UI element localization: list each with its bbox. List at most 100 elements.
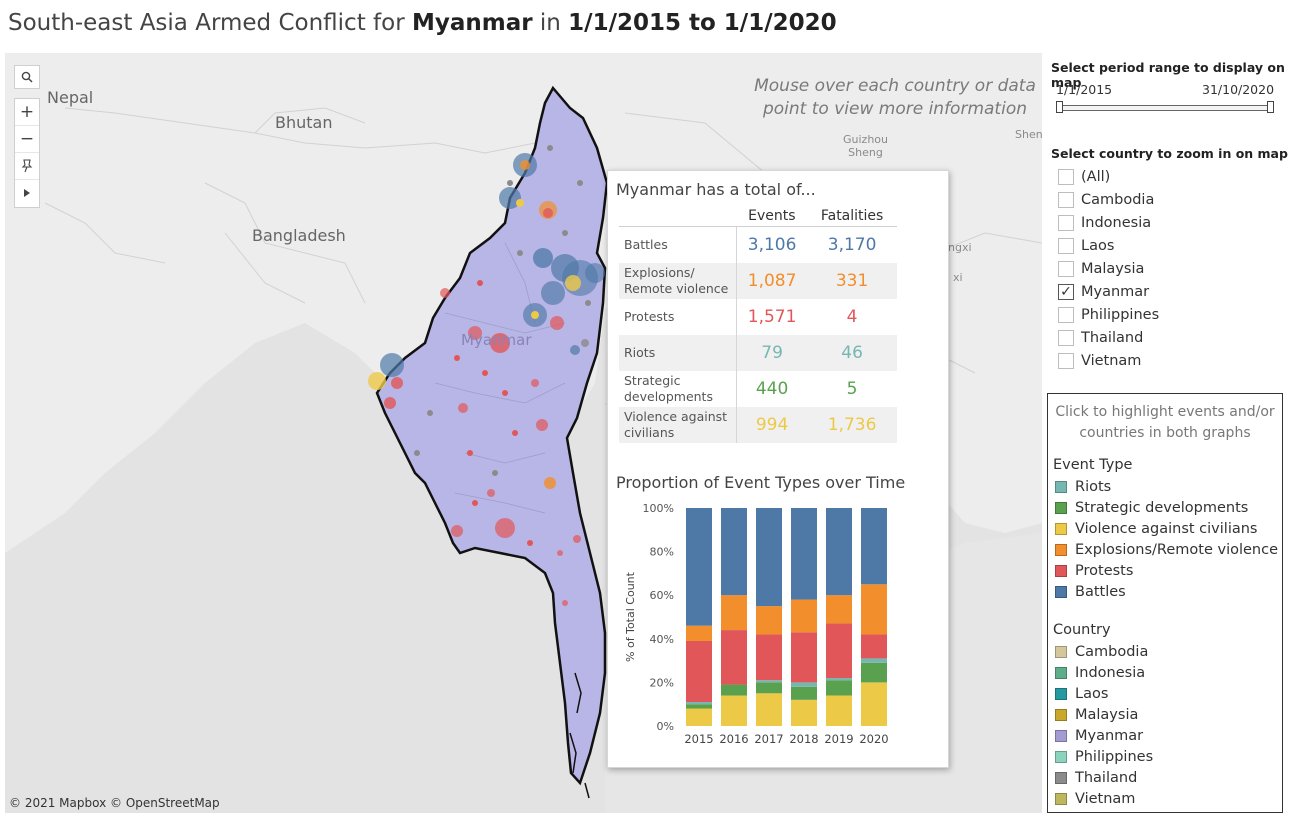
bar-segment[interactable] [756,634,782,681]
bar-segment[interactable] [756,508,782,607]
bar-segment[interactable] [756,680,782,683]
stats-header-fatalities: Fatalities [807,206,897,227]
legend-country-item[interactable]: Philippines [1055,747,1153,767]
legend-event-item[interactable]: Battles [1055,582,1126,602]
country-option[interactable]: Laos [1058,236,1114,256]
map-label-xi: xi [953,271,963,284]
stats-row-label-line2: developments [624,389,713,404]
checkbox[interactable] [1058,307,1074,323]
checkbox[interactable] [1058,330,1074,346]
legend-label: Battles [1075,584,1126,600]
stats-events-value: 79 [736,335,808,371]
pin-button[interactable] [15,153,39,180]
checkbox[interactable]: ✓ [1058,284,1074,300]
bar-segment[interactable] [861,662,887,683]
stats-fatalities-value: 1,736 [807,407,897,443]
bar-segment[interactable] [721,684,747,696]
map-attribution[interactable]: © 2021 Mapbox © OpenStreetMap [9,796,220,810]
country-option[interactable]: ✓ Myanmar [1058,282,1149,302]
bar-segment[interactable] [686,702,712,705]
checkbox[interactable] [1058,353,1074,369]
country-option[interactable]: Cambodia [1058,190,1154,210]
checkbox[interactable] [1058,215,1074,231]
stats-row[interactable]: Strategic developments 440 5 [619,371,897,407]
checkbox[interactable] [1058,261,1074,277]
bar-segment[interactable] [861,634,887,659]
bar-segment[interactable] [756,682,782,694]
legend-event-item[interactable]: Explosions/Remote violence [1055,540,1278,560]
stats-row[interactable]: Explosions/Remote violence 1,087 331 [619,263,897,299]
stats-row[interactable]: Protests 1,571 4 [619,299,897,335]
bar-segment[interactable] [861,508,887,585]
stats-row-label-line2: Remote violence [624,281,729,296]
stats-row[interactable]: Battles 3,106 3,170 [619,226,897,263]
proportion-chart[interactable]: 0% 20% 40% 60% 80% 100% % of Total Count 2015 20… [608,496,948,761]
bar-segment[interactable] [791,699,817,726]
stats-row-label: Riots [619,335,737,371]
bar-segment[interactable] [721,630,747,685]
stats-events-value: 1,087 [736,263,808,299]
play-icon [24,189,30,197]
bar-segment[interactable] [826,595,852,624]
stats-row[interactable]: Violence against civilians 994 1,736 [619,407,897,443]
country-option[interactable]: Vietnam [1058,351,1141,371]
bar-segment[interactable] [826,508,852,596]
bar-segment[interactable] [826,680,852,696]
checkbox[interactable] [1058,238,1074,254]
map-search-button[interactable] [14,65,40,89]
title-range: 1/1/2015 to 1/1/2020 [568,10,837,36]
event-bubbles[interactable] [368,145,605,606]
country-option[interactable]: Malaysia [1058,259,1144,279]
legend-country-item[interactable]: Indonesia [1055,663,1145,683]
period-filter-title: Select period range to display on map [1051,60,1285,90]
bar-segment[interactable] [826,623,852,679]
bar-segment[interactable] [686,640,712,703]
bar-segment[interactable] [756,693,782,726]
bar-segment[interactable] [861,658,887,663]
legend-event-item[interactable]: Protests [1055,561,1133,581]
legend-swatch [1055,793,1067,805]
country-option[interactable]: Thailand [1058,328,1143,348]
bar-segment[interactable] [686,625,712,641]
legend-country-item[interactable]: Thailand [1055,768,1137,788]
zoom-in-button[interactable]: + [15,99,39,126]
bar-segment[interactable] [826,695,852,726]
bar-segment[interactable] [721,508,747,596]
stats-row[interactable]: Riots 79 46 [619,335,897,371]
bar-segment[interactable] [861,682,887,726]
period-slider-end-handle[interactable] [1267,101,1274,113]
country-option[interactable]: Philippines [1058,305,1159,325]
legend-country-item[interactable]: Vietnam [1055,789,1135,809]
bar-segment[interactable] [791,682,817,687]
bar-segment[interactable] [686,508,712,626]
bar-segment[interactable] [686,708,712,726]
legend-country-item[interactable]: Laos [1055,684,1108,704]
x-tick-label: 2020 [859,732,888,746]
checkbox[interactable] [1058,192,1074,208]
checkbox[interactable] [1058,169,1074,185]
legend-country-item[interactable]: Myanmar [1055,726,1143,746]
bar-segment[interactable] [721,595,747,631]
legend-country-item[interactable]: Malaysia [1055,705,1138,725]
country-option[interactable]: Indonesia [1058,213,1151,233]
bar-segment[interactable] [791,686,817,700]
period-slider-track[interactable] [1058,105,1274,111]
legend-panel: Click to highlight events and/or countri… [1047,393,1283,813]
zoom-out-icon: − [19,129,35,149]
play-button[interactable] [15,180,39,206]
zoom-out-button[interactable]: − [15,126,39,153]
bar-segment[interactable] [756,606,782,635]
legend-event-item[interactable]: Strategic developments [1055,498,1248,518]
legend-event-item[interactable]: Violence against civilians [1055,519,1257,539]
bar-segment[interactable] [791,632,817,683]
period-slider-start-handle[interactable] [1056,101,1063,113]
bar-segment[interactable] [721,695,747,726]
bar-segment[interactable] [791,508,817,600]
country-option[interactable]: (All) [1058,167,1110,187]
bar-segment[interactable] [826,678,852,681]
legend-country-item[interactable]: Cambodia [1055,642,1148,662]
bar-segment[interactable] [686,704,712,709]
bar-segment[interactable] [791,599,817,633]
legend-event-item[interactable]: Riots [1055,477,1111,497]
bar-segment[interactable] [861,584,887,635]
